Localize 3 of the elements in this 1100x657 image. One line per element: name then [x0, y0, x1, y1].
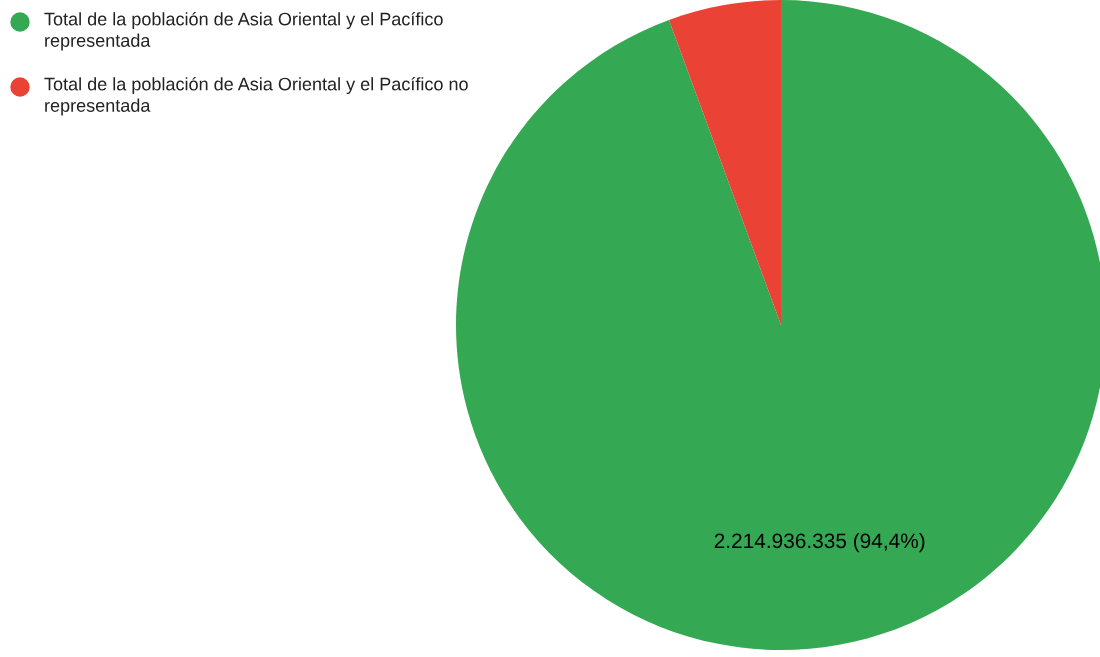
- data-label: 2.214.936.335 (94,4%): [714, 532, 925, 553]
- legend-label: Total de la población de Asia Oriental y el Pacífico no representada: [44, 77, 468, 116]
- legend-label: Total de la población de Asia Oriental y el Pacífico representada: [44, 12, 443, 51]
